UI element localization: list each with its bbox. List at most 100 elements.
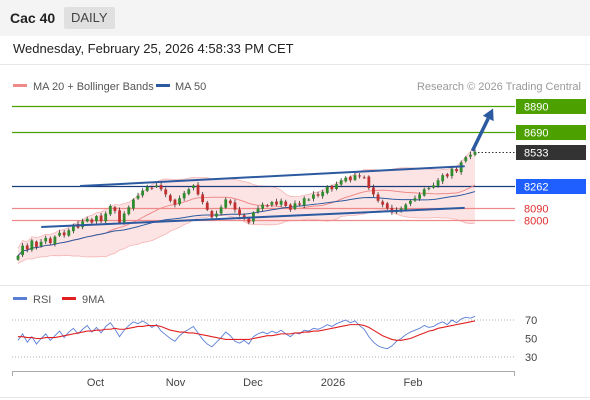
instrument-title: Cac 40 <box>10 10 56 26</box>
candle <box>270 200 274 208</box>
legend-label-ma50: MA 50 <box>175 81 206 93</box>
candle <box>196 181 200 196</box>
candle <box>353 172 357 182</box>
level-tag-text-8533: 8533 <box>524 148 548 160</box>
chart-header: Cac 40 DAILY <box>0 0 590 36</box>
candle <box>316 191 320 198</box>
rsi-tick-50: 50 <box>525 334 537 346</box>
main-legend: MA 20 + Bollinger Bands MA 50 Research ©… <box>13 81 581 93</box>
period-badge[interactable]: DAILY <box>64 7 115 29</box>
candle <box>445 172 449 179</box>
candle <box>330 184 334 192</box>
candle <box>104 211 108 224</box>
candle <box>90 217 94 225</box>
footer-divider <box>0 397 590 398</box>
candle <box>238 206 241 217</box>
legend-swatch-rsi <box>13 297 27 300</box>
candle <box>48 236 52 245</box>
level-label-8000: 8000 <box>524 216 548 228</box>
candle <box>178 195 181 206</box>
level-label-8090: 8090 <box>524 204 548 216</box>
candle <box>307 198 311 202</box>
x-tick-dec: Dec <box>243 377 263 389</box>
candle <box>325 185 329 195</box>
candle <box>293 200 297 211</box>
candle <box>25 243 29 253</box>
chart-datetime: Wednesday, February 25, 2026 4:58:33 PM … <box>13 41 294 56</box>
candle <box>344 176 348 183</box>
candle <box>164 187 168 198</box>
level-tag-8690 <box>516 125 586 140</box>
candle <box>173 198 177 208</box>
candle <box>399 206 403 213</box>
x-tick-2026: 2026 <box>321 377 345 389</box>
arrow-shaft <box>470 117 490 152</box>
candle <box>228 199 232 206</box>
x-tick-feb: Feb <box>404 377 423 389</box>
rsi-tick-30: 30 <box>525 352 537 364</box>
legend-label-rsi: RSI <box>33 294 51 306</box>
candle <box>312 191 315 202</box>
candle <box>95 215 98 225</box>
candle <box>219 204 223 216</box>
arrow-head <box>482 108 494 122</box>
candlesticks <box>16 149 477 261</box>
candle <box>265 203 269 208</box>
candle <box>136 192 140 200</box>
candle <box>418 192 422 201</box>
level-tag-8262 <box>516 179 586 194</box>
candle <box>118 207 121 225</box>
candle <box>339 178 343 187</box>
rsi-series-rsi <box>17 315 476 350</box>
candle <box>390 204 394 215</box>
candle <box>413 195 417 202</box>
candle <box>192 184 195 191</box>
header-divider <box>0 64 590 65</box>
candle <box>210 209 214 220</box>
candle <box>224 197 228 209</box>
candle <box>182 190 186 201</box>
candle <box>62 229 66 238</box>
candle <box>187 187 191 196</box>
candle <box>298 200 301 207</box>
x-tick-nov: Nov <box>166 377 186 389</box>
candle <box>464 155 468 163</box>
panel-divider <box>0 285 590 286</box>
candle <box>108 204 112 216</box>
x-tick-oct: Oct <box>87 377 104 389</box>
candle <box>408 199 412 207</box>
candle <box>335 181 338 191</box>
candle <box>367 175 371 190</box>
channel-upper <box>79 165 465 188</box>
copyright: Research © 2026 Trading Central <box>417 81 581 93</box>
candle <box>58 229 61 238</box>
candle <box>150 186 154 191</box>
candle <box>436 177 440 188</box>
candle <box>21 242 25 258</box>
level-tag-text-8890: 8890 <box>524 102 548 114</box>
candle <box>256 205 260 214</box>
x-axis: Oct Nov Dec 2026 Feb <box>12 371 515 389</box>
candle <box>53 235 57 247</box>
candle <box>233 199 237 213</box>
candle <box>67 228 71 237</box>
candle <box>427 186 431 191</box>
candle <box>321 189 325 199</box>
level-tag-text-8262: 8262 <box>524 182 548 194</box>
legend-label-ma20: MA 20 + Bollinger Bands <box>33 81 154 93</box>
level-tag-8890 <box>516 99 586 114</box>
candle <box>39 238 43 248</box>
candle <box>473 149 477 157</box>
candle <box>275 198 278 206</box>
candle <box>35 240 38 250</box>
candle <box>381 199 385 208</box>
rsi-panel: 70 50 30 <box>12 315 537 364</box>
candle <box>302 196 306 209</box>
forecast-arrow <box>470 108 494 152</box>
candle <box>279 198 283 207</box>
candle <box>348 175 352 183</box>
candle <box>468 151 472 160</box>
bollinger-lower <box>17 209 476 264</box>
